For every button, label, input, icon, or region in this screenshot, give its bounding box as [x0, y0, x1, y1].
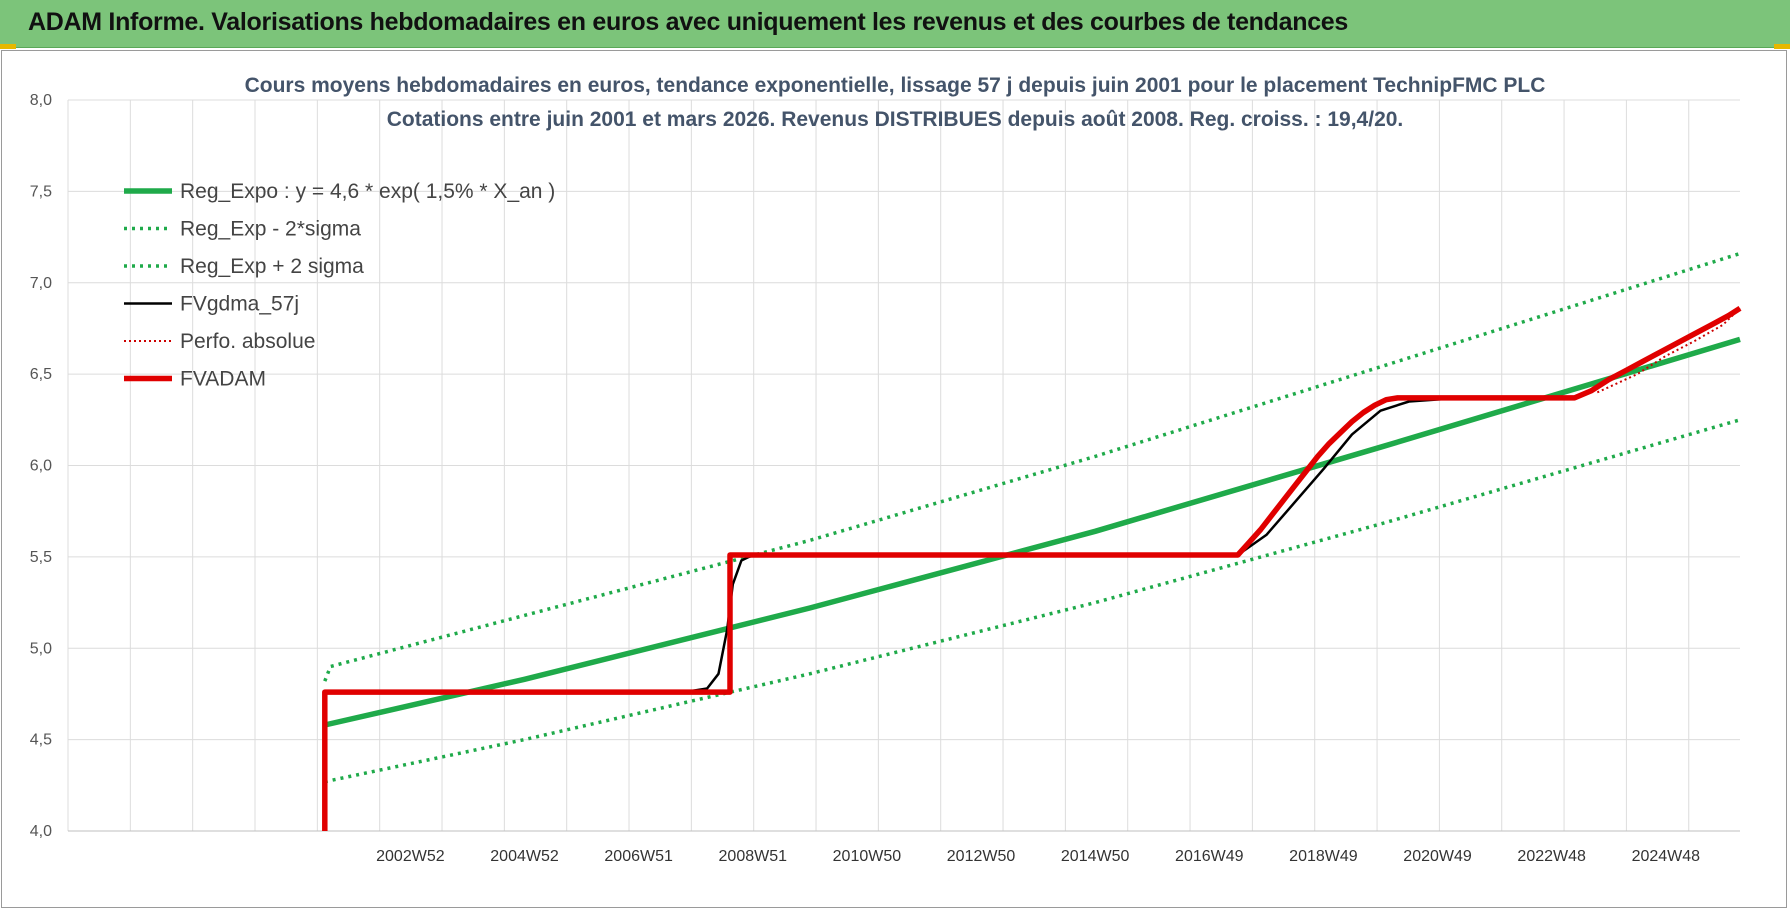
chart-subtitle: Cotations entre juin 2001 et mars 2026. … — [387, 108, 1404, 131]
y-tick-label: 5,0 — [30, 640, 52, 657]
legend-label-reg_plus: Reg_Exp + 2 sigma — [180, 255, 364, 278]
x-tick-label: 2012W50 — [947, 848, 1016, 865]
legend-label-perfo: Perfo. absolue — [180, 330, 315, 353]
legend-label-fvgdma: FVgdma_57j — [180, 293, 299, 316]
x-tick-label: 2006W51 — [604, 848, 673, 865]
legend-label-fvadam: FVADAM — [180, 368, 266, 391]
legend: Reg_Expo : y = 4,6 * exp( 1,5% * X_an ) R… — [124, 180, 555, 391]
chart-title: Cours moyens hebdomadaires en euros, ten… — [245, 74, 1546, 97]
y-tick-label: 8,0 — [30, 92, 52, 109]
y-tick-label: 4,5 — [30, 732, 52, 749]
corner-marker-left — [0, 44, 16, 49]
series-group — [322, 251, 1742, 831]
page-title: ADAM Informe. Valorisations hebdomadaire… — [28, 8, 1349, 36]
x-tick-label: 2016W49 — [1175, 848, 1244, 865]
x-tick-label: 2024W48 — [1632, 848, 1701, 865]
x-tick-label: 2010W50 — [833, 848, 902, 865]
legend-label-reg: Reg_Expo : y = 4,6 * exp( 1,5% * X_an ) — [180, 180, 555, 203]
x-tick-label: 2020W49 — [1403, 848, 1472, 865]
y-tick-label: 6,5 — [30, 366, 52, 383]
x-tick-label: 2022W48 — [1517, 848, 1586, 865]
y-tick-label: 7,0 — [30, 275, 52, 292]
x-tick-label: 2004W52 — [490, 848, 559, 865]
x-tick-label: 2014W50 — [1061, 848, 1130, 865]
y-tick-label: 4,0 — [30, 823, 52, 840]
y-axis-ticks: 4,0 4,5 5,0 5,5 6,0 6,5 7,0 7,5 8,0 — [30, 92, 52, 840]
series-line-reg_minus — [324, 418, 1741, 784]
chart-frame — [1, 50, 1787, 908]
header-bar: ADAM Informe. Valorisations hebdomadaire… — [0, 0, 1790, 48]
x-axis-ticks: 2002W52 2004W52 2006W51 2008W51 2010W50 2012W… — [376, 848, 1700, 865]
legend-label-reg_minus: Reg_Exp - 2*sigma — [180, 218, 361, 241]
grid — [67, 99, 1740, 832]
x-tick-label: 2008W51 — [719, 848, 788, 865]
series-line-perfo — [1596, 307, 1741, 394]
y-tick-label: 7,5 — [30, 183, 52, 200]
x-tick-label: 2002W52 — [376, 848, 445, 865]
series-line-fvadam — [322, 305, 1742, 831]
x-tick-label: 2018W49 — [1289, 848, 1358, 865]
y-tick-label: 6,0 — [30, 458, 52, 475]
y-tick-label: 5,5 — [30, 549, 52, 566]
corner-marker-right — [1774, 44, 1790, 49]
series-line-reg — [324, 336, 1741, 728]
series-line-reg_plus — [323, 251, 1741, 682]
